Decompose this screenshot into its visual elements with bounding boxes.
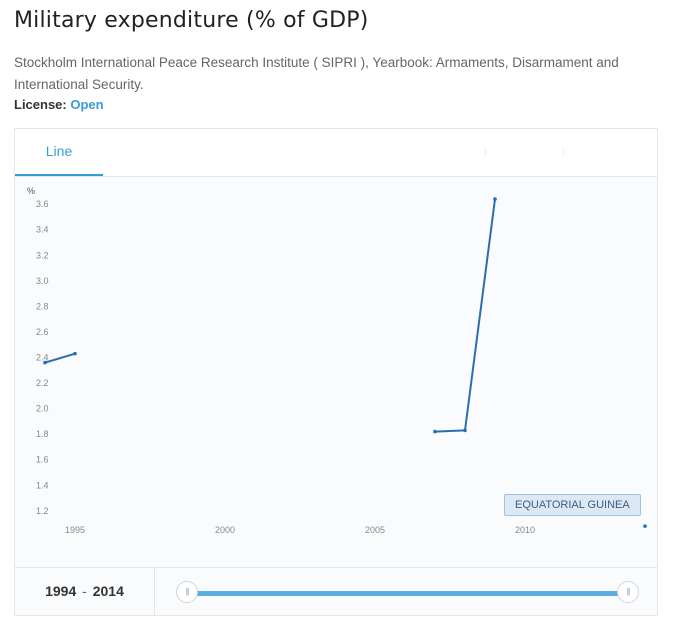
x-tick-label: 2005: [365, 525, 385, 535]
y-tick-label: 3.4: [36, 225, 49, 235]
license-info: License: Open: [14, 97, 104, 112]
x-tick-label: 1995: [65, 525, 85, 535]
slider-start-handle[interactable]: |||: [176, 581, 198, 603]
tab-separator: [485, 149, 486, 155]
y-tick-label: 2.0: [36, 404, 49, 414]
range-footer: 1994 - 2014 ||| |||: [15, 567, 657, 615]
y-tick-label: 3.6: [36, 199, 49, 209]
data-point: [463, 428, 467, 433]
series-line: [44, 352, 76, 364]
slider-end-handle[interactable]: |||: [617, 581, 639, 603]
tab-separator: [563, 149, 564, 155]
tab-line[interactable]: Line: [15, 129, 103, 176]
y-tick-label: 1.2: [36, 506, 49, 516]
x-tick-label: 2000: [215, 525, 235, 535]
y-tick-label: 2.6: [36, 327, 49, 337]
x-tick-label: 2010: [515, 525, 535, 535]
y-tick-label: 1.8: [36, 429, 49, 439]
data-point: [433, 429, 437, 434]
page-title: Military expenditure (% of GDP): [14, 8, 369, 33]
license-label: License:: [14, 97, 67, 112]
license-link[interactable]: Open: [70, 97, 104, 112]
y-tick-label: 2.2: [36, 378, 49, 388]
y-tick-label: 3.0: [36, 276, 49, 286]
y-axis-unit-label: %: [27, 186, 35, 196]
year-range-slider[interactable]: [187, 591, 627, 596]
data-point: [43, 360, 47, 365]
data-point: [493, 197, 497, 201]
range-end: 2014: [92, 583, 124, 599]
y-tick-label: 2.4: [36, 353, 49, 363]
data-point: [73, 351, 77, 356]
y-tick-label: 3.2: [36, 250, 49, 260]
year-range-label: 1994 - 2014: [15, 568, 155, 615]
range-start: 1994: [45, 583, 77, 599]
chart-area: % 1.2 1.4 1.6 1.8 2.0 2.2 2.4 2.6 2.8 3.0 3.2 3.4 3.6…: [15, 177, 657, 567]
y-tick-label: 2.8: [36, 301, 49, 311]
data-point: [643, 524, 647, 528]
series-line: [434, 198, 496, 433]
range-separator: -: [82, 583, 87, 599]
line-chart: % 1.2 1.4 1.6 1.8 2.0 2.2 2.4 2.6 2.8 3.0 3.2 3.4 3.6…: [27, 186, 647, 535]
y-tick-label: 1.4: [36, 480, 49, 490]
legend-country-tag[interactable]: EQUATORIAL GUINEA: [504, 494, 641, 516]
chart-tabs: Line: [15, 129, 657, 177]
source-text: Stockholm International Peace Research I…: [14, 55, 619, 92]
chart-card: Line % 1.2 1.4 1.6 1.8 2.0 2.2 2.4 2.6 2.8 3.0 3.2 3…: [14, 128, 658, 616]
y-tick-label: 1.6: [36, 455, 49, 465]
